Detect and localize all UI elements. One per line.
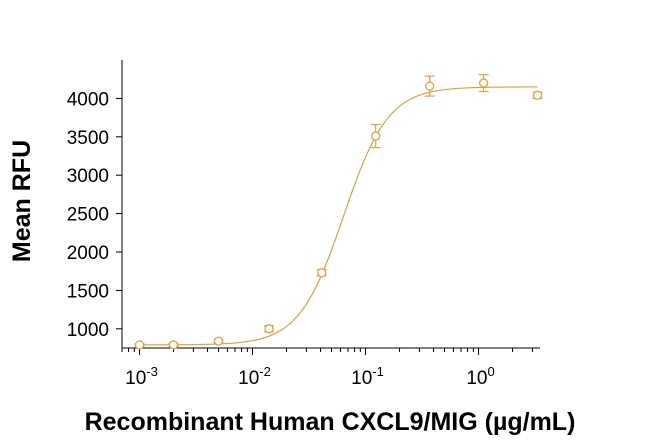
- data-point: [532, 90, 543, 100]
- fit-curve: [139, 86, 538, 346]
- data-point: [424, 75, 435, 97]
- data-point: [478, 73, 489, 93]
- data-points: [134, 73, 543, 350]
- point-marker: [478, 78, 489, 88]
- fit-curve-group: [139, 86, 538, 346]
- y-tick-label: 2500: [67, 205, 109, 226]
- data-point: [370, 123, 381, 149]
- data-point: [213, 336, 224, 346]
- data-point: [264, 324, 275, 334]
- point-marker: [264, 324, 274, 334]
- y-tick-label: 4000: [67, 89, 109, 110]
- y-tick-label: 1000: [67, 320, 109, 341]
- data-point: [168, 340, 179, 350]
- y-tick-label: 3000: [67, 166, 109, 187]
- y-tick-label: 1500: [67, 281, 109, 302]
- y-tick-label: 2000: [67, 243, 109, 264]
- y-axis-title: Mean RFU: [8, 140, 36, 262]
- x-tick-label: 100: [466, 364, 494, 389]
- point-marker: [317, 268, 327, 278]
- x-tick-label: 10-2: [238, 364, 271, 389]
- y-ticks: 1000 1500 2000 2500 3000 3500 4000: [67, 89, 122, 341]
- point-marker: [168, 340, 179, 350]
- point-marker: [371, 131, 381, 141]
- point-marker: [213, 336, 224, 346]
- point-marker: [134, 340, 145, 350]
- y-tick-label: 3500: [67, 128, 109, 149]
- x-axis-title: Recombinant Human CXCL9/MIG (µg/mL): [85, 408, 576, 436]
- x-tick-label: 10-3: [125, 364, 158, 389]
- point-marker: [532, 90, 543, 100]
- data-point: [134, 340, 145, 350]
- axes: [121, 60, 540, 349]
- x-tick-label: 10-1: [351, 364, 384, 389]
- data-point: [316, 268, 327, 278]
- x-ticks: 10-3 10-2 10-1 100: [121, 348, 533, 389]
- point-marker: [425, 81, 435, 91]
